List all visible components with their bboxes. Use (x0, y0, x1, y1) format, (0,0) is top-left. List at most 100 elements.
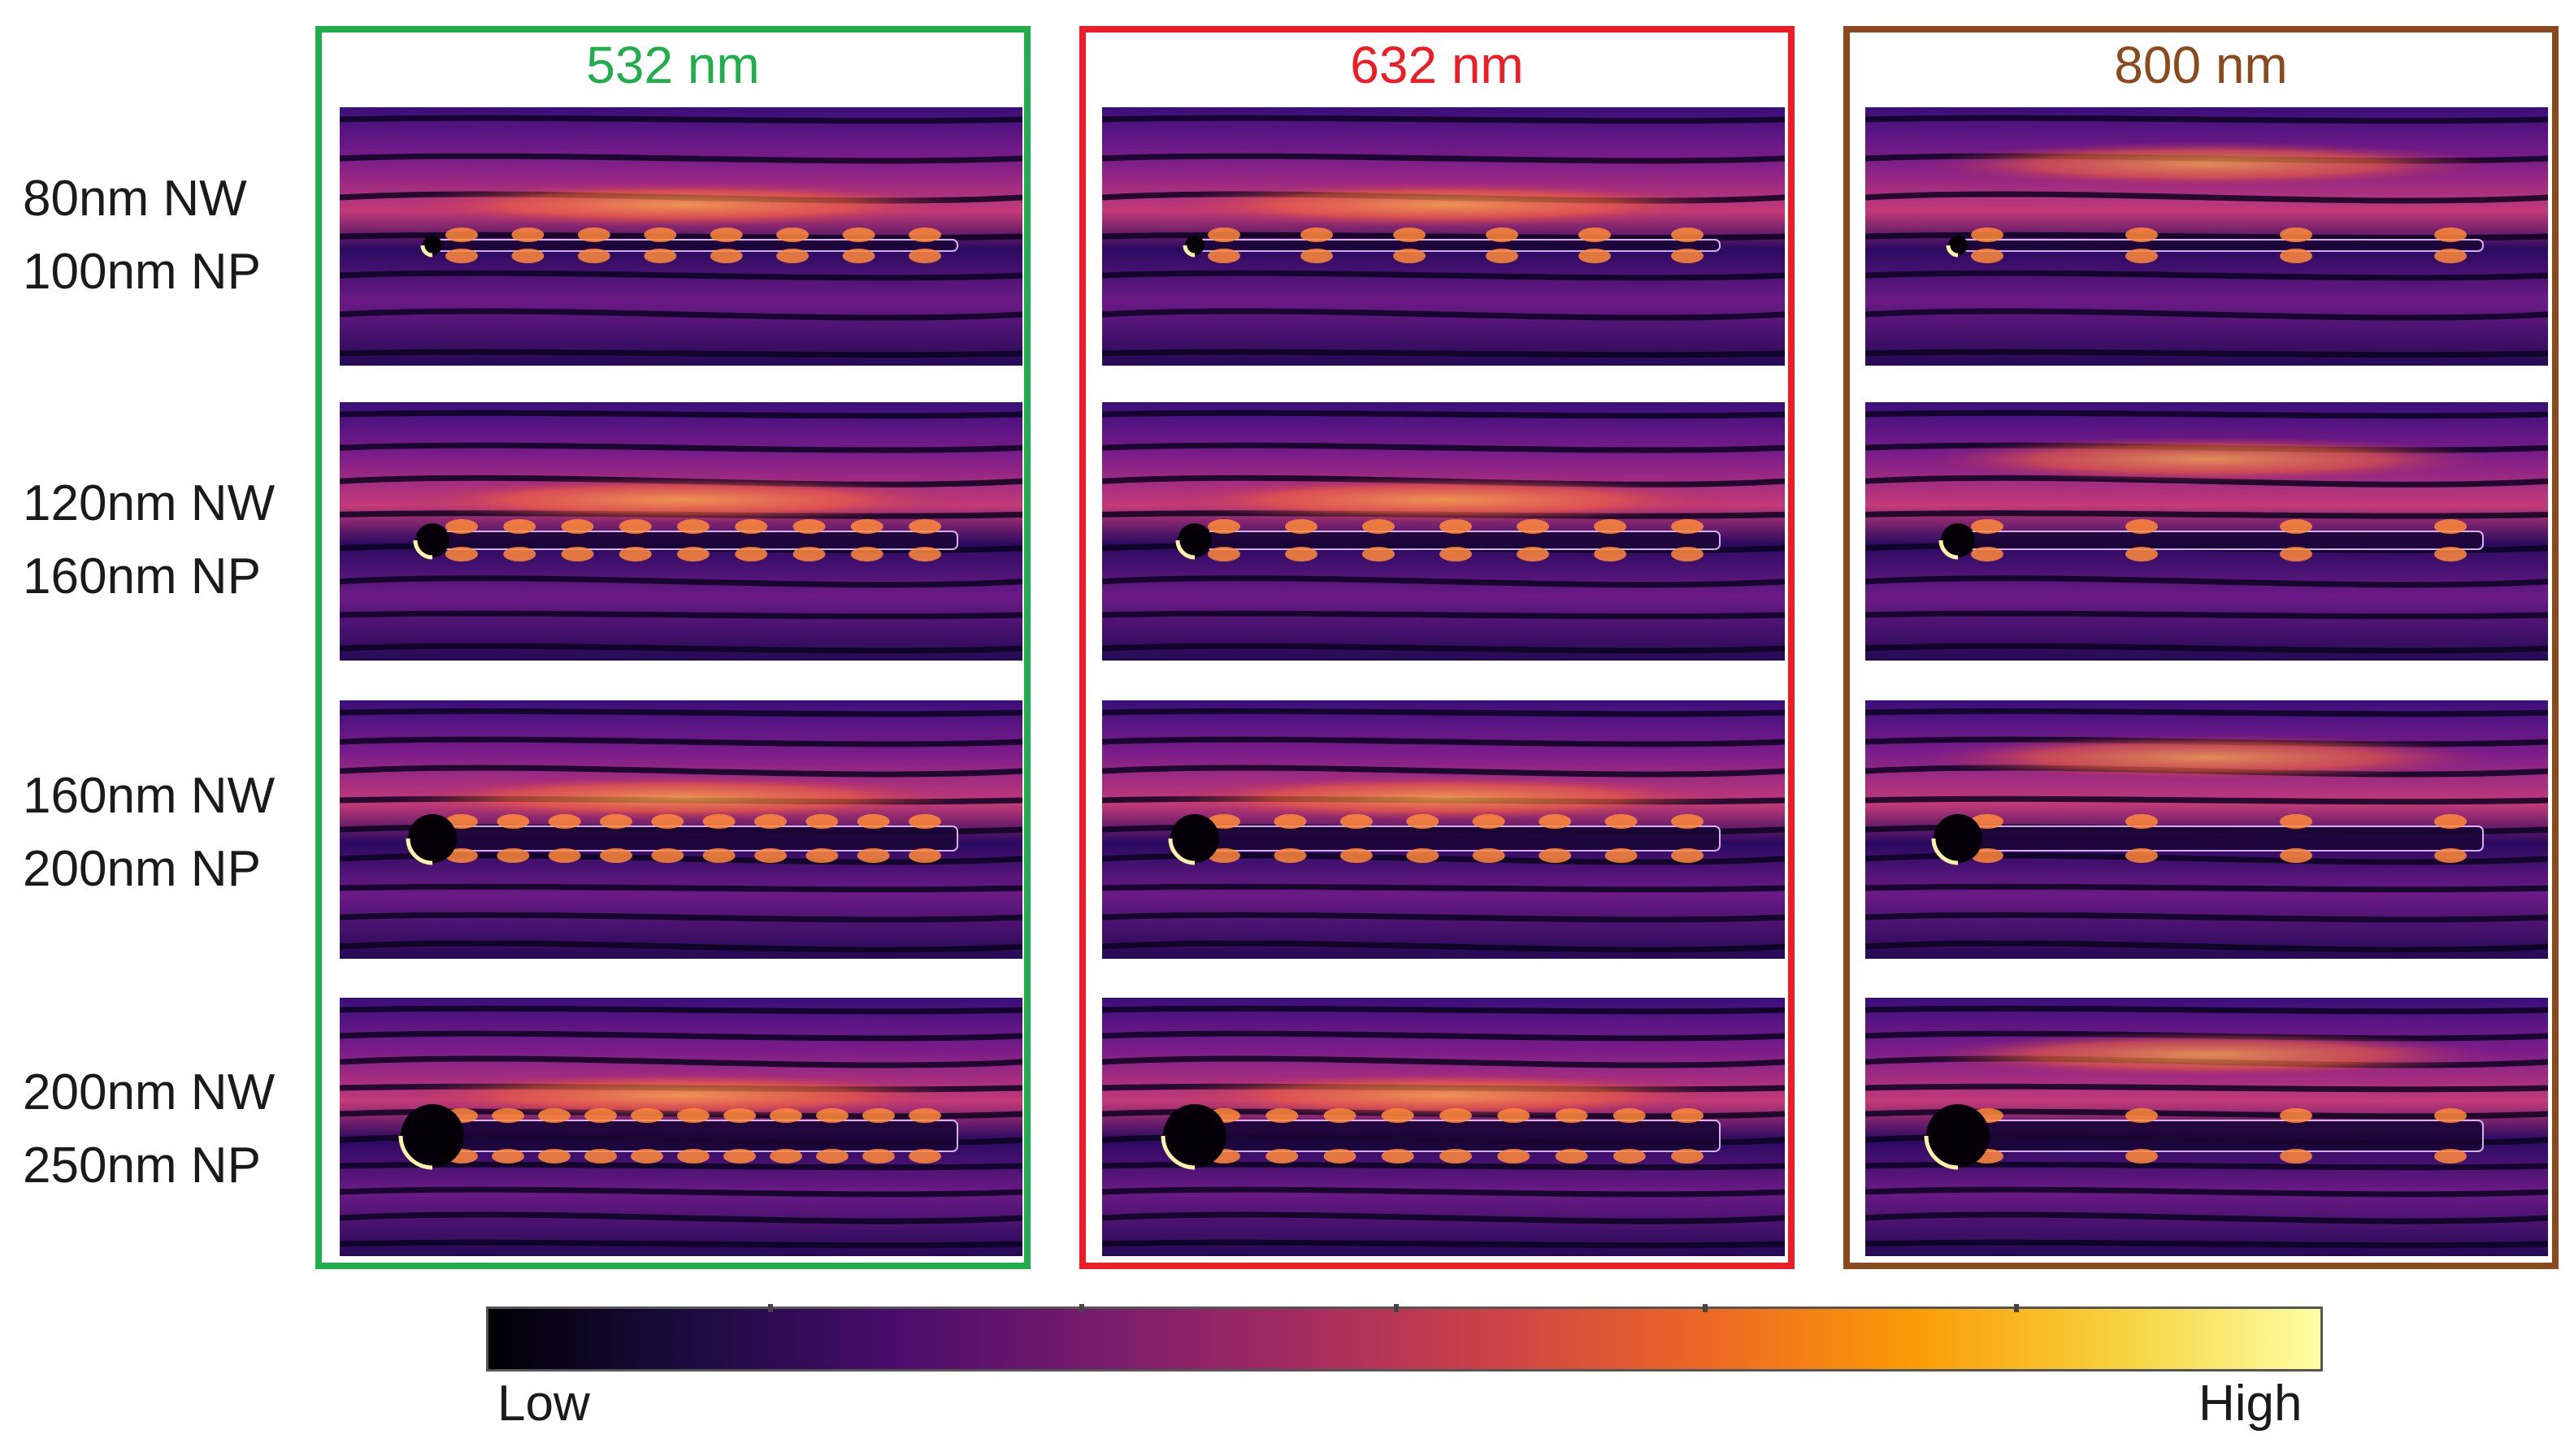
hotspot (1208, 848, 1240, 863)
hotspot (805, 814, 839, 829)
nanoparticle (415, 523, 449, 557)
field-map-panel (340, 700, 1022, 959)
hotspot (1208, 228, 1240, 242)
fringe-line (340, 1005, 1022, 1015)
fringe-line (1865, 308, 2548, 321)
hotspot (1439, 1149, 1472, 1164)
fringe-line (340, 308, 1022, 321)
hotspot (723, 1108, 756, 1123)
fringe-line (340, 912, 1022, 923)
nanowire-outline (1191, 1120, 1721, 1152)
hotspot (1285, 547, 1317, 561)
hotspot (577, 228, 610, 242)
hotspot (857, 814, 890, 829)
hotspot (511, 228, 545, 242)
hotspot (445, 848, 478, 863)
hotspot (1604, 814, 1638, 829)
hotspot (577, 249, 610, 263)
fringe-line (1865, 708, 2548, 717)
field-map-panel (1102, 107, 1785, 366)
hotspot (1265, 1149, 1299, 1164)
fringe-line (340, 765, 1022, 778)
hotspot (723, 1149, 756, 1164)
nanoparticle (1934, 814, 1982, 863)
hotspot (909, 848, 941, 863)
column-frame-800nm (1843, 26, 2559, 1269)
hotspot (1539, 814, 1572, 829)
fringe-line (340, 940, 1022, 953)
intensity-band (1920, 1032, 2494, 1077)
hotspot (1393, 249, 1426, 263)
hotspot (503, 519, 536, 534)
row-label-np: 100nm NP (23, 244, 261, 300)
hotspot (619, 519, 652, 534)
fringe-line (1102, 610, 1785, 620)
fringe-line (1865, 610, 2548, 620)
column-title-632nm: 632 nm (1350, 36, 1524, 94)
hotspot (538, 1108, 571, 1123)
nanoparticle-hotspot (1931, 838, 1959, 865)
field-map-panel (1102, 998, 1785, 1256)
nanoparticle-hotspot (1938, 540, 1959, 560)
intensity-colorbar (486, 1306, 2323, 1372)
hotspot (2125, 547, 2158, 561)
fringe-line (340, 442, 1022, 453)
hotspot (677, 1108, 710, 1123)
colorbar-tick (1394, 1304, 1399, 1312)
hotspot (584, 1108, 617, 1123)
row-label-nw: 120nm NW (23, 475, 276, 531)
hotspot (816, 1108, 849, 1123)
hotspot (857, 848, 890, 863)
hotspot (1406, 848, 1439, 863)
fringe-line (1102, 270, 1785, 281)
hotspot (2280, 249, 2312, 263)
hotspot (1300, 228, 1333, 242)
hotspot (651, 848, 684, 863)
fringe-line (1865, 1186, 2548, 1198)
hotspot (1604, 848, 1638, 863)
hotspot (2434, 848, 2467, 863)
nanoparticle (1941, 523, 1975, 557)
hotspot (735, 547, 768, 561)
hotspot (1406, 814, 1439, 829)
hotspot (1362, 547, 1395, 561)
nanoparticle-hotspot (1168, 838, 1196, 865)
hotspot (1274, 848, 1307, 863)
hotspot (445, 228, 478, 242)
hotspot (816, 1149, 849, 1164)
nanoparticle (1926, 1104, 1990, 1168)
fringe-line (1102, 1055, 1785, 1068)
hotspot (850, 519, 883, 534)
row-label-4: 200nm NW 250nm NP (23, 1056, 315, 1202)
hotspot (1971, 848, 2003, 863)
hotspot (497, 814, 530, 829)
row-label-np: 200nm NP (23, 841, 261, 897)
row-label-nw: 160nm NW (23, 768, 276, 824)
fringe-line (1102, 442, 1785, 453)
hotspot (2125, 1108, 2158, 1123)
nanowire-outline (428, 239, 958, 252)
hotspot (909, 249, 941, 263)
fringe-line (340, 708, 1022, 717)
hotspot (1971, 249, 2003, 263)
nanoparticle (1163, 1104, 1226, 1168)
hotspot (1323, 1108, 1356, 1123)
intensity-band (1920, 141, 2494, 187)
hotspot (445, 249, 478, 263)
hotspot (1671, 1149, 1704, 1164)
hotspot (2434, 228, 2467, 242)
hotspot (561, 519, 594, 534)
hotspot (644, 228, 677, 242)
hotspot (770, 1149, 802, 1164)
hotspot (1393, 228, 1426, 242)
hotspot (2125, 814, 2158, 829)
hotspot (1497, 1108, 1530, 1123)
hotspot (492, 1149, 524, 1164)
fringe-line (1102, 1186, 1785, 1198)
field-map-panel (340, 402, 1022, 661)
column-title-800nm: 800 nm (2114, 36, 2288, 94)
fringe-line (1865, 1005, 2548, 1015)
nanoparticle-hotspot (413, 540, 433, 560)
intensity-band (1157, 775, 1730, 821)
